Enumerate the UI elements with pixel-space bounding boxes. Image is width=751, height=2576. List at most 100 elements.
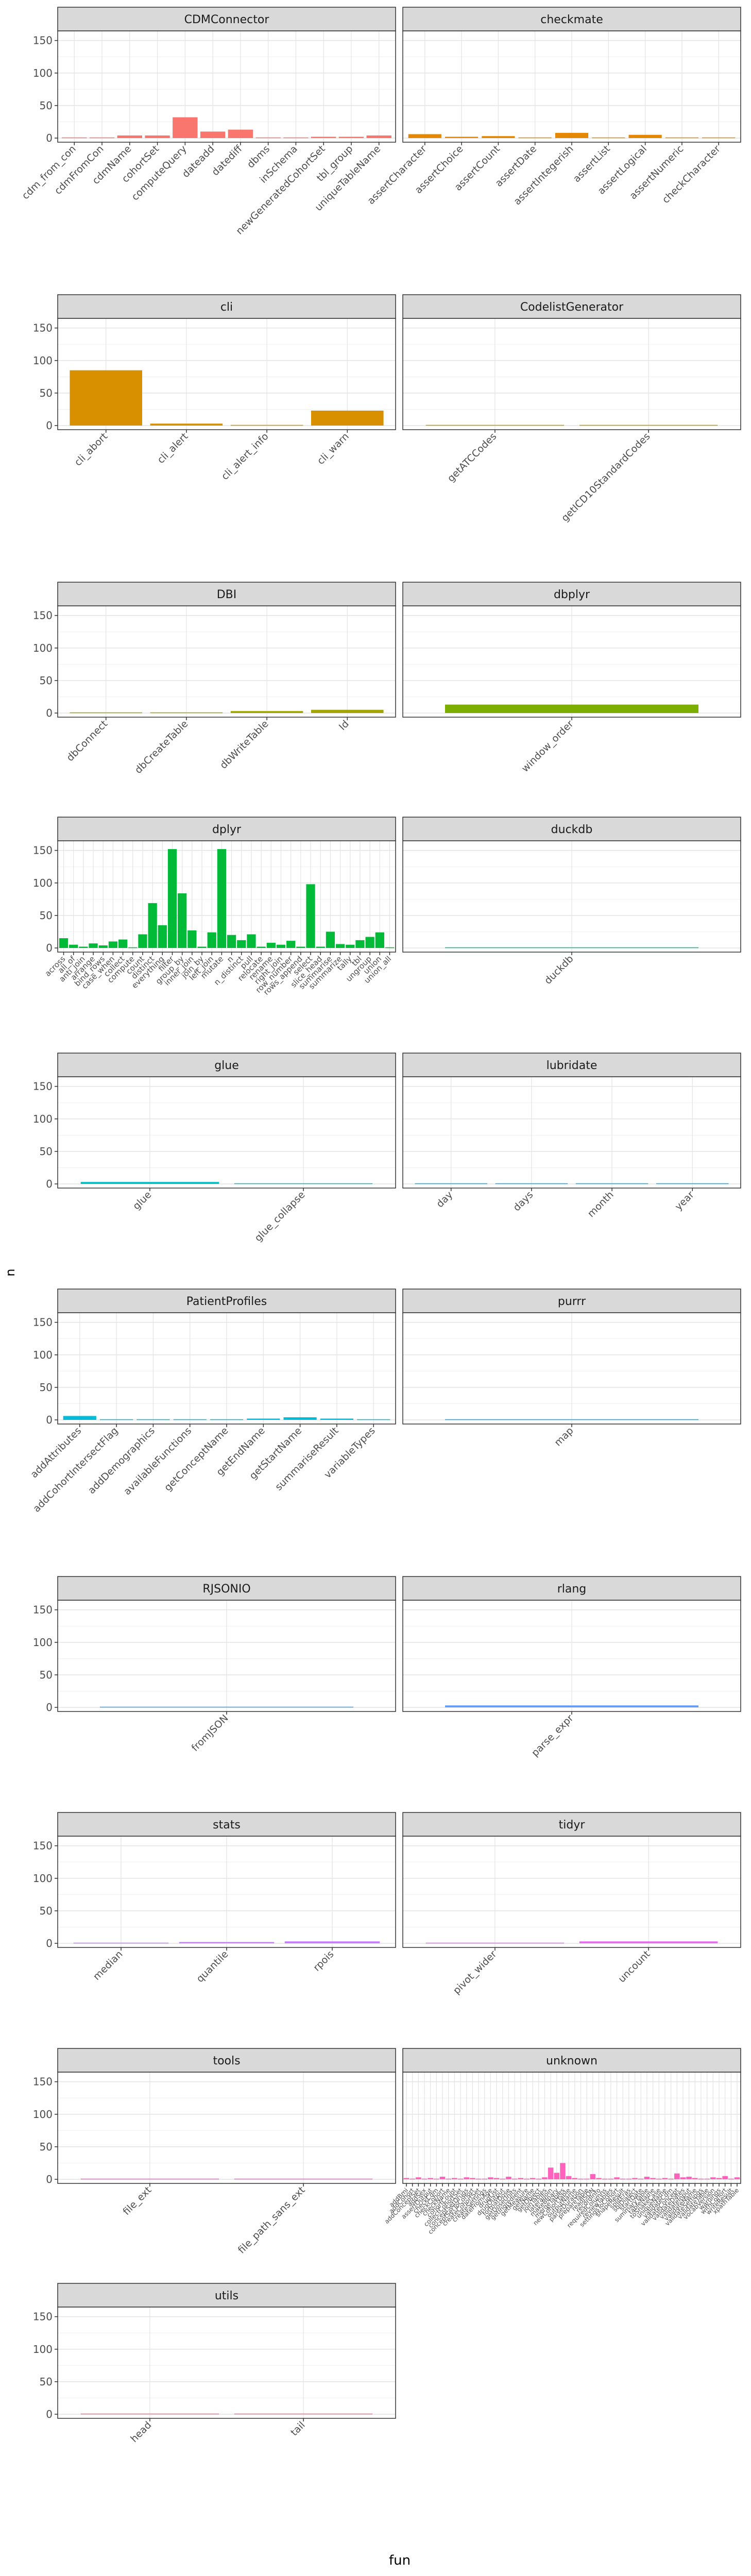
facet-strip	[402, 1053, 741, 1077]
facet-strip	[57, 817, 396, 841]
bar	[530, 2178, 536, 2179]
bar	[439, 2176, 446, 2179]
bar	[434, 2178, 439, 2180]
bar	[187, 930, 197, 948]
bar	[234, 1183, 373, 1184]
bar	[108, 941, 118, 948]
panel-border	[402, 1312, 741, 1425]
x-tick-label: rpois	[311, 1948, 336, 1974]
panel-border	[57, 840, 396, 953]
bar	[482, 136, 515, 138]
bar	[408, 134, 441, 138]
facet-title: unknown	[546, 2055, 598, 2067]
bar	[217, 849, 227, 948]
facet-tools: tools 0 50 100 150 file_ext file_path_sans_ext	[33, 2048, 396, 2256]
facet-glue: glue 0 50 100 150 glue glue_collapse	[33, 1053, 396, 1244]
x-tick-label: cli_alert	[155, 431, 190, 466]
facet-stats: stats 0 50 100 150 median quantile rpois	[33, 1812, 396, 1985]
facet-title: CodelistGenerator	[520, 301, 624, 314]
bar	[284, 1941, 380, 1943]
bar	[445, 1419, 698, 1420]
panel-border	[402, 840, 741, 953]
bar	[375, 932, 384, 948]
bar	[148, 903, 157, 948]
bar	[488, 2177, 493, 2179]
bar	[326, 931, 335, 948]
y-tick-label: 150	[33, 35, 53, 47]
bar	[428, 2178, 433, 2179]
x-tick-label: glue	[131, 1189, 154, 1212]
x-axis-title: fun	[389, 2553, 411, 2568]
facet-title: glue	[214, 1059, 239, 1072]
panel-border	[57, 2072, 396, 2184]
bar	[366, 135, 391, 138]
y-tick-label: 100	[33, 67, 53, 79]
facet-strip	[57, 294, 396, 319]
x-tick-label: file_ext	[121, 2184, 153, 2217]
plot-area	[58, 1077, 396, 1188]
facet-title: dbplyr	[554, 588, 590, 601]
bar	[475, 2178, 482, 2180]
bar	[702, 137, 736, 139]
panel-border	[402, 1600, 741, 1712]
y-tick-label: 50	[40, 1905, 53, 1917]
facet-title: purrr	[558, 1295, 586, 1308]
facet-codelistgenerator: CodelistGenerator getATCCodes getICD10Stan…	[402, 294, 741, 524]
bar	[728, 2178, 734, 2180]
y-tick-label: 150	[33, 1604, 53, 1616]
y-tick-label: 150	[33, 322, 53, 334]
bar	[470, 2178, 475, 2179]
panel-border	[57, 2307, 396, 2419]
y-tick-label: 150	[33, 1840, 53, 1852]
bar	[482, 2178, 487, 2180]
plot-area	[58, 606, 396, 717]
bar	[445, 704, 698, 713]
panel-border	[57, 605, 396, 718]
y-tick-label: 50	[40, 387, 53, 399]
bar	[518, 137, 552, 139]
facet-title: CDMConnector	[184, 13, 270, 26]
bar	[89, 137, 115, 139]
bar	[158, 925, 167, 948]
bar	[150, 712, 223, 714]
y-tick-label: 50	[40, 2141, 53, 2153]
facet-patientprofiles: PatientProfiles050100150addAttributesadd…	[28, 1289, 396, 1515]
x-tick-label: parse_expr	[530, 1713, 576, 1759]
bar	[548, 2167, 554, 2179]
x-tick-label: day	[434, 1189, 455, 1210]
y-tick-label: 100	[33, 1113, 53, 1125]
bar	[117, 135, 142, 138]
x-tick-label: uncount	[616, 1948, 653, 1985]
bar	[668, 2178, 674, 2180]
bar	[173, 117, 198, 138]
y-tick-label: 150	[33, 2311, 53, 2323]
facet-title: dplyr	[212, 823, 242, 836]
y-tick-label: 50	[40, 674, 53, 687]
bar	[626, 2178, 632, 2180]
bar	[128, 947, 138, 948]
bar	[230, 425, 303, 426]
bar	[572, 2178, 578, 2179]
bar	[409, 2178, 415, 2180]
bar	[608, 2178, 614, 2180]
panel-border	[57, 30, 396, 143]
bar	[178, 893, 187, 948]
plot-area	[403, 2072, 741, 2183]
plot-area	[58, 31, 396, 142]
bar	[80, 1182, 219, 1184]
bar	[227, 935, 236, 948]
bar	[255, 137, 281, 139]
bar	[69, 944, 78, 948]
facet-title: lubridate	[547, 1059, 598, 1072]
facet-title: tools	[213, 2055, 240, 2067]
bar	[555, 132, 589, 138]
bar	[346, 944, 355, 948]
facet-cdmconnector: CDMConnector050100150cdm_from_concdmFrom…	[20, 7, 396, 237]
bar	[403, 2178, 409, 2179]
y-tick-label: 50	[40, 1669, 53, 1681]
facet-title: PatientProfiles	[186, 1295, 267, 1308]
y-tick-label: 0	[46, 1701, 53, 1714]
bar	[602, 2178, 608, 2180]
facet-title: RJSONIO	[202, 1583, 250, 1596]
bar	[584, 2178, 590, 2180]
